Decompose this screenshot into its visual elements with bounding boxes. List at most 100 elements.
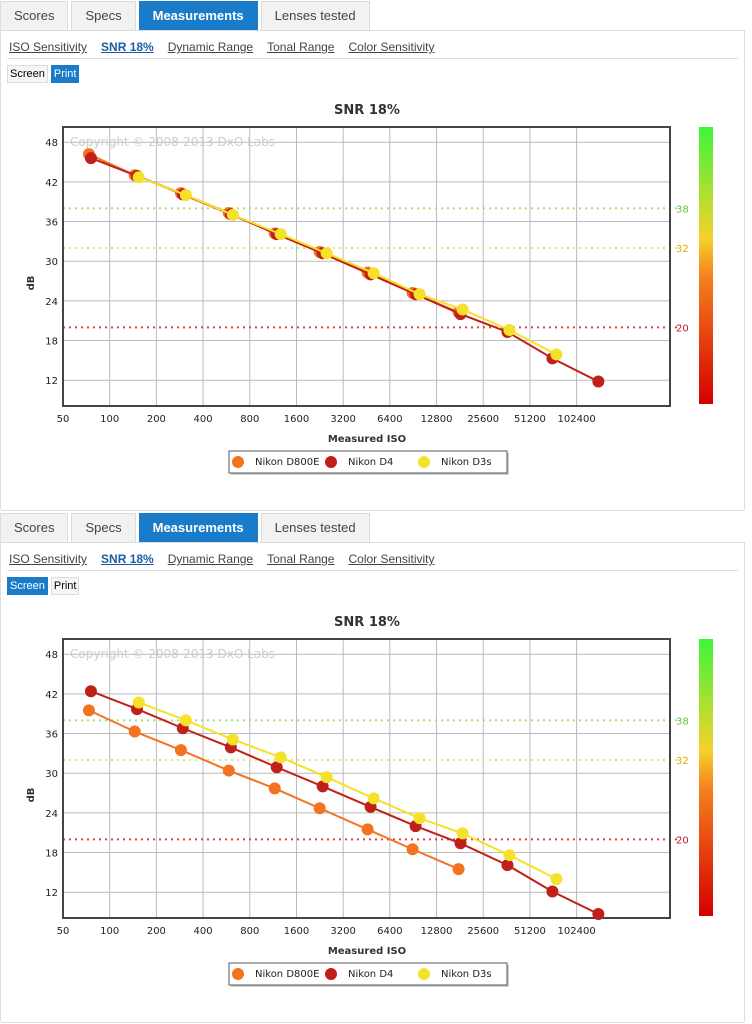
- measurements-panel: Scores Specs Measurements Lenses tested …: [0, 512, 752, 1024]
- data-point: [274, 751, 287, 764]
- data-point: [270, 761, 283, 774]
- y-tick-label: 18: [45, 849, 58, 860]
- y-axis-label: dB: [26, 276, 37, 291]
- plot-border: [62, 638, 671, 919]
- data-point: [501, 859, 514, 872]
- plot-border: [62, 126, 671, 407]
- data-point: [179, 714, 192, 727]
- subtab-iso-sensitivity[interactable]: ISO Sensitivity: [9, 40, 88, 54]
- subtab-dynamic-range[interactable]: Dynamic Range: [167, 552, 254, 566]
- data-point: [84, 685, 97, 698]
- subtab-tonal-range[interactable]: Tonal Range: [267, 552, 335, 566]
- series-line: [138, 176, 557, 356]
- data-point: [413, 288, 426, 301]
- subtab-color-sensitivity[interactable]: Color Sensitivity: [348, 40, 435, 54]
- x-tick-label: 6400: [377, 926, 402, 937]
- subtab-color-sensitivity[interactable]: Color Sensitivity: [348, 552, 435, 566]
- data-point: [550, 872, 563, 885]
- x-tick-label: 3200: [330, 926, 355, 937]
- chart-title: SNR 18%: [334, 615, 400, 630]
- data-point: [503, 323, 516, 336]
- reference-label: 38: [676, 204, 689, 215]
- reference-label: 38: [676, 716, 689, 727]
- tab-lenses-tested[interactable]: Lenses tested: [260, 513, 370, 542]
- reference-label: 32: [676, 244, 689, 255]
- series-line: [138, 701, 557, 880]
- legend-label: Nikon D4: [348, 969, 393, 980]
- data-point: [128, 725, 141, 738]
- measurements-panel: Scores Specs Measurements Lenses tested …: [0, 1, 745, 511]
- x-tick-label: 12800: [421, 926, 453, 937]
- y-tick-label: 12: [45, 376, 58, 387]
- snr-chart: SNR 18% 50 100 200 400 800 1600 3200 6400 12800 25…: [26, 615, 713, 987]
- x-tick-label: 1600: [284, 926, 309, 937]
- snr-chart: SNR 18% 50 100 200 400 800 1600 3200 6400 12800 25…: [26, 103, 713, 475]
- series-line: [90, 690, 599, 915]
- data-point: [320, 247, 333, 260]
- legend-marker: [325, 968, 337, 980]
- data-point: [132, 696, 145, 709]
- y-tick-label: 42: [45, 690, 58, 701]
- reference-label: 20: [676, 323, 689, 334]
- main-tabs: Scores Specs Measurements Lenses tested: [0, 513, 373, 543]
- plot-area: [63, 127, 670, 406]
- divider: [7, 58, 738, 59]
- x-tick-label: 400: [194, 414, 213, 425]
- data-point: [226, 208, 239, 221]
- subtab-iso-sensitivity[interactable]: ISO Sensitivity: [9, 552, 88, 566]
- x-tick-label: 800: [240, 926, 259, 937]
- y-tick-label: 48: [45, 650, 58, 661]
- x-tick-label: 102400: [558, 926, 596, 937]
- y-tick-label: 48: [45, 138, 58, 149]
- x-tick-label: 50: [57, 926, 70, 937]
- screen-button[interactable]: Screen: [7, 65, 48, 83]
- legend-label: Nikon D800E: [255, 969, 319, 980]
- data-point: [313, 802, 326, 815]
- x-tick-label: 200: [147, 414, 166, 425]
- divider: [7, 570, 738, 571]
- x-tick-label: 6400: [377, 414, 402, 425]
- data-point: [592, 375, 605, 388]
- tab-scores[interactable]: Scores: [0, 1, 69, 30]
- data-point: [179, 189, 192, 202]
- data-point: [320, 771, 333, 784]
- data-point: [503, 849, 516, 862]
- copyright-watermark: Copyright © 2008-2013 DxO Labs: [70, 647, 275, 661]
- subtab-snr-18[interactable]: SNR 18%: [101, 552, 154, 566]
- data-point: [406, 843, 419, 856]
- print-button[interactable]: Print: [50, 577, 80, 595]
- y-tick-label: 30: [45, 769, 58, 780]
- reference-label: 20: [676, 835, 689, 846]
- score-color-bar: [699, 639, 713, 916]
- legend-label: Nikon D3s: [441, 457, 492, 468]
- legend-marker: [232, 456, 244, 468]
- data-point: [226, 733, 239, 746]
- tab-measurements[interactable]: Measurements: [138, 513, 258, 542]
- subtab-snr-18[interactable]: SNR 18%: [101, 40, 154, 54]
- screen-button[interactable]: Screen: [7, 577, 48, 595]
- data-point: [452, 863, 465, 876]
- data-point: [84, 152, 97, 165]
- x-tick-label: 200: [147, 926, 166, 937]
- tab-specs[interactable]: Specs: [71, 513, 136, 542]
- data-point: [274, 228, 287, 241]
- x-tick-label: 100: [100, 926, 119, 937]
- subtab-tonal-range[interactable]: Tonal Range: [267, 40, 335, 54]
- measurement-subtabs: ISO Sensitivity SNR 18% Dynamic Range To…: [9, 552, 435, 566]
- data-point: [132, 171, 145, 184]
- x-tick-label: 25600: [467, 926, 499, 937]
- tab-specs[interactable]: Specs: [71, 1, 136, 30]
- data-point: [454, 837, 467, 850]
- x-tick-label: 800: [240, 414, 259, 425]
- subtab-dynamic-range[interactable]: Dynamic Range: [167, 40, 254, 54]
- content-box: ISO Sensitivity SNR 18% Dynamic Range To…: [0, 30, 745, 511]
- print-button[interactable]: Print: [50, 65, 80, 83]
- tab-scores[interactable]: Scores: [0, 513, 69, 542]
- data-point: [550, 348, 563, 361]
- tab-measurements[interactable]: Measurements: [138, 1, 258, 30]
- tab-lenses-tested[interactable]: Lenses tested: [260, 1, 370, 30]
- x-axis-label: Measured ISO: [328, 434, 406, 445]
- y-tick-label: 36: [45, 218, 58, 229]
- x-tick-label: 50: [57, 414, 70, 425]
- legend: [228, 450, 508, 474]
